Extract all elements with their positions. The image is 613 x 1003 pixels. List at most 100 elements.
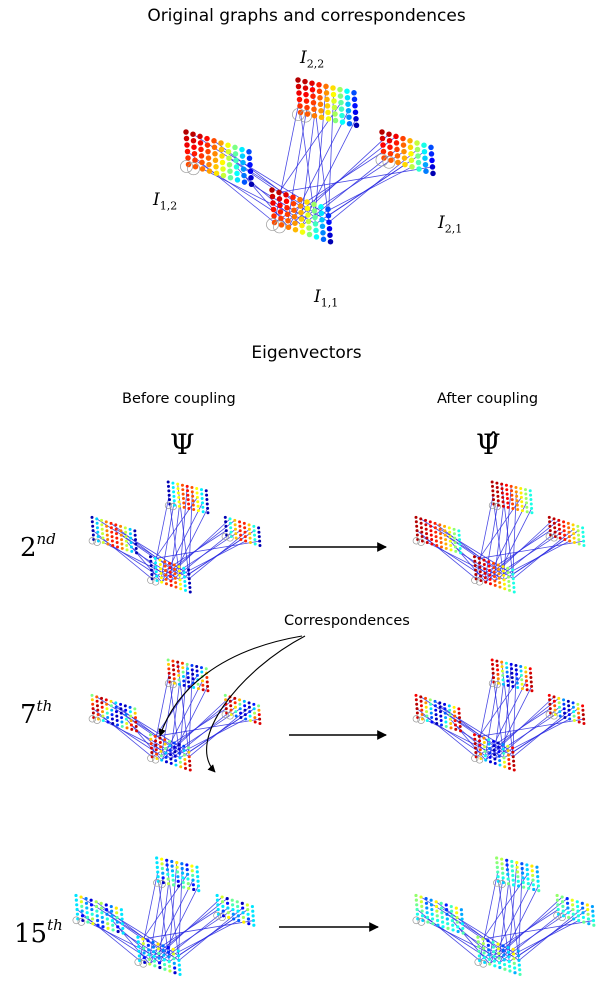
graph-node: [164, 582, 168, 586]
graph-node: [304, 199, 310, 205]
graph-node: [425, 532, 429, 536]
graph-node: [493, 583, 497, 587]
graph-node: [96, 539, 100, 543]
graph-node: [184, 766, 187, 770]
anchor-ring: [417, 918, 426, 926]
anchor-ring: [187, 162, 200, 176]
graph-node: [119, 702, 123, 706]
graph-node: [478, 743, 482, 747]
graph-node: [577, 711, 581, 715]
graph-node: [181, 492, 185, 496]
graph-node: [520, 500, 524, 504]
graph-node: [393, 140, 400, 146]
graph-node: [555, 898, 560, 902]
graph-node: [557, 518, 561, 522]
graph-node: [156, 870, 160, 874]
graph-node: [240, 166, 247, 172]
graph-node: [96, 717, 100, 721]
graph-node: [561, 904, 565, 908]
graph-node: [172, 490, 176, 494]
graph-node: [500, 669, 504, 673]
correspondence-edge: [512, 528, 574, 580]
graph-node: [510, 489, 514, 493]
graph-node: [338, 99, 344, 106]
graph-node: [419, 526, 423, 530]
graph-node: [156, 942, 160, 946]
graph-node: [120, 922, 125, 926]
graph-node: [518, 968, 522, 972]
graph-node: [516, 508, 520, 512]
correspondence-edge: [161, 680, 203, 761]
graph-node: [252, 702, 256, 706]
graph-node: [566, 699, 570, 703]
graph-node: [171, 883, 176, 887]
correspondence-edge: [503, 539, 566, 581]
correspondence-edge: [155, 540, 260, 559]
graph-node: [565, 901, 570, 905]
graph-node: [224, 520, 228, 524]
graph-node: [439, 906, 444, 910]
graph-node: [317, 101, 324, 108]
graph-node: [167, 493, 171, 497]
graph-node: [483, 571, 487, 575]
graph-node: [276, 189, 282, 196]
graph-node: [168, 566, 172, 570]
anchor-ring: [417, 538, 425, 546]
graph-node: [167, 667, 171, 671]
original-figure: [180, 77, 436, 245]
graph-node: [172, 563, 176, 567]
graph-node: [407, 138, 413, 144]
correspondence-edge: [169, 918, 234, 962]
correspondence-edge: [478, 497, 522, 559]
graph-node: [165, 858, 169, 862]
graph-node: [106, 716, 110, 720]
graph-node: [215, 893, 219, 898]
graph-node: [424, 696, 428, 700]
graph-node: [169, 583, 173, 587]
graph-node: [292, 226, 299, 233]
graph-node: [179, 587, 183, 591]
graph-node: [295, 83, 302, 90]
graph-node: [226, 161, 233, 168]
graph-node: [516, 949, 520, 953]
graph-node: [500, 482, 504, 486]
graph-node: [478, 570, 482, 574]
graph-node: [525, 863, 529, 867]
graph-node: [495, 481, 499, 485]
graph-node: [133, 533, 137, 537]
graph-node: [503, 587, 507, 591]
graph-node: [420, 914, 425, 918]
anchor-ring: [153, 879, 161, 887]
correspondence-edge: [485, 502, 527, 583]
graph-node: [176, 949, 180, 953]
eig7-before-graph-c22: [164, 658, 210, 693]
graph-node: [511, 506, 515, 510]
graph-node: [90, 698, 94, 702]
graph-node: [525, 679, 528, 683]
graph-node: [187, 750, 191, 754]
graph-node: [408, 151, 414, 157]
graph-node: [516, 686, 520, 690]
graph-node: [488, 582, 492, 586]
graph-node: [110, 713, 114, 717]
graph-node: [252, 524, 256, 528]
graph-node: [101, 532, 105, 536]
graph-node: [196, 500, 200, 504]
graph-node: [496, 677, 500, 681]
graph-node: [344, 94, 351, 101]
graph-node: [167, 671, 171, 675]
graph-node: [483, 754, 487, 758]
graph-node: [109, 526, 113, 530]
graph-node: [125, 722, 129, 726]
graph-node: [238, 524, 242, 528]
graph-node: [277, 209, 284, 215]
graph-node: [206, 689, 210, 693]
graph-node: [512, 768, 516, 772]
graph-node: [167, 484, 170, 488]
graph-node: [105, 912, 109, 916]
correspondence-edge: [170, 508, 208, 582]
graph-node: [501, 876, 505, 880]
graph-node: [443, 702, 447, 706]
graph-node: [75, 903, 79, 907]
graph-node: [586, 912, 590, 916]
